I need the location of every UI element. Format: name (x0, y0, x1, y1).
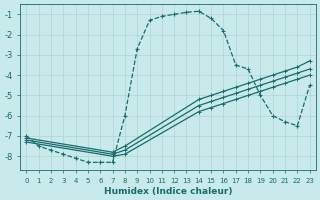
X-axis label: Humidex (Indice chaleur): Humidex (Indice chaleur) (104, 187, 232, 196)
